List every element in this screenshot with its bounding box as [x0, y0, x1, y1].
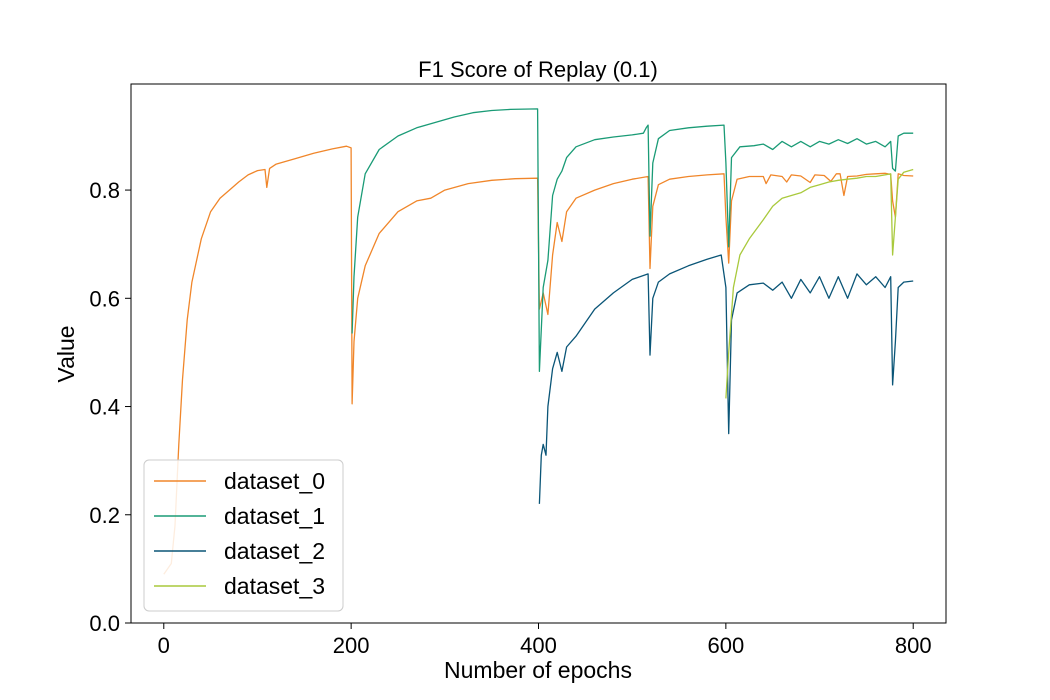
y-tick-label: 0.8 [89, 178, 120, 203]
plot-area: 0 200 400 600 800 0.0 0.2 0.4 0.6 0.8 [89, 83, 947, 658]
series-lines [163, 108, 914, 575]
x-tick-label: 600 [707, 633, 744, 658]
legend-label: dataset_1 [224, 503, 325, 529]
y-axis-label: Value [53, 325, 79, 382]
legend-label: dataset_2 [224, 538, 325, 564]
series-line-dataset_1 [351, 108, 914, 373]
chart-title: F1 Score of Replay (0.1) [418, 57, 658, 82]
legend: dataset_0 dataset_1 dataset_2 dataset_3 [143, 459, 344, 612]
x-tick-label: 400 [520, 633, 557, 658]
x-tick-label: 200 [333, 633, 370, 658]
y-tick-label: 0.0 [89, 611, 120, 636]
series-line-dataset_3 [725, 168, 914, 399]
x-tick-label: 800 [895, 633, 932, 658]
x-axis-label: Number of epochs [444, 657, 632, 683]
series-line-dataset_2 [538, 254, 914, 504]
y-tick-label: 0.2 [89, 503, 120, 528]
y-axis: 0.0 0.2 0.4 0.6 0.8 [89, 178, 131, 636]
y-tick-label: 0.4 [89, 395, 120, 420]
legend-label: dataset_3 [224, 573, 325, 599]
y-tick-label: 0.6 [89, 286, 120, 311]
legend-label: dataset_0 [224, 468, 325, 494]
legend-frame [143, 459, 344, 612]
x-axis: 0 200 400 600 800 [158, 623, 932, 658]
x-tick-label: 0 [158, 633, 170, 658]
